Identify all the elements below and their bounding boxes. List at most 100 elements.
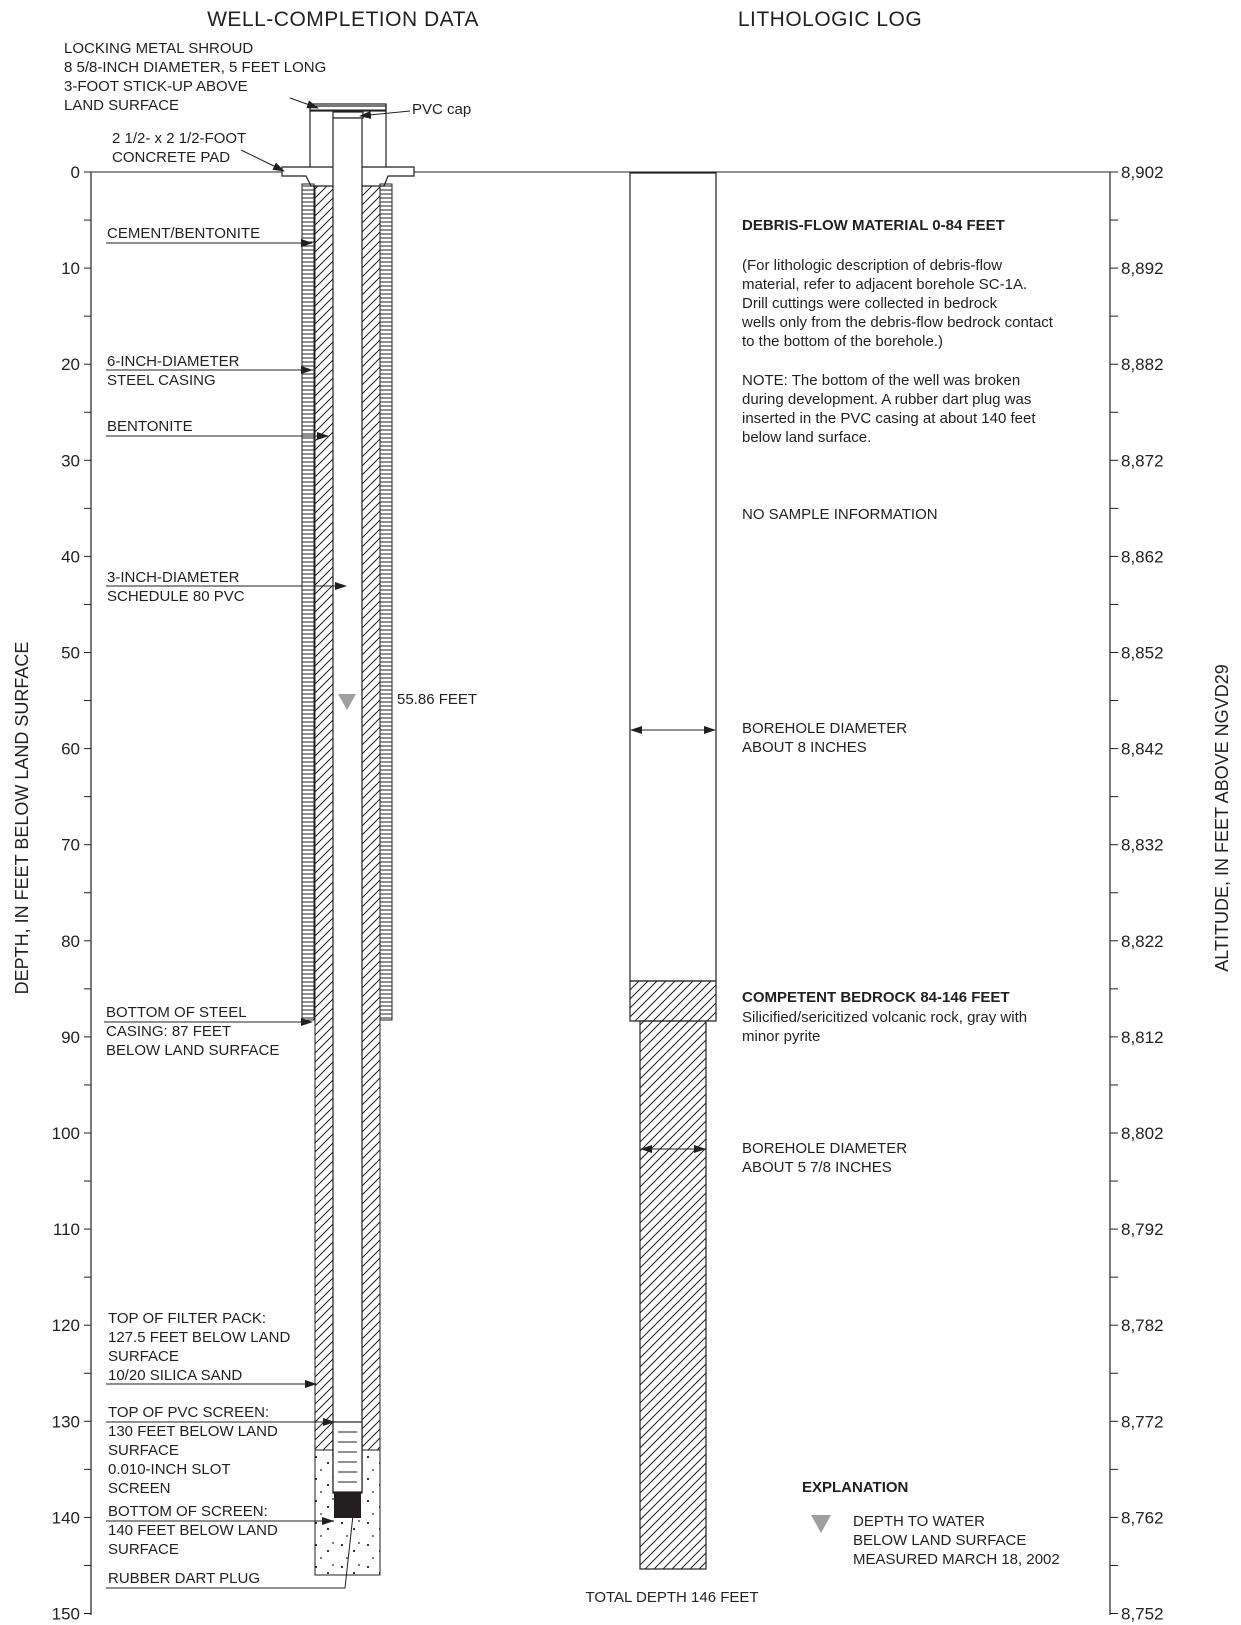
steel-casing-left (301, 183, 315, 1021)
depth-tick-label: 100 (52, 1124, 80, 1143)
shroud-label-2: 8 5/8-INCH DIAMETER, 5 FEET LONG (64, 59, 326, 76)
no-sample-label: NO SAMPLE INFORMATION (742, 506, 938, 523)
depth-tick-label: 120 (52, 1316, 80, 1335)
bedrock-title: COMPETENT BEDROCK 84-146 FEET (742, 989, 1010, 1006)
screen-top-label-2: 130 FEET BELOW LAND (108, 1423, 278, 1440)
altitude-tick-label: 8,902 (1121, 163, 1164, 182)
depth-tick-label: 150 (52, 1605, 80, 1624)
shroud-label-4: LAND SURFACE (64, 97, 179, 114)
shroud-lid (309, 103, 387, 112)
depth-tick-label: 140 (52, 1508, 80, 1527)
screen-top-label-4: 0.010-INCH SLOT (108, 1461, 231, 1478)
altitude-tick-label: 8,842 (1121, 740, 1164, 759)
altitude-tick-label: 8,852 (1121, 644, 1164, 663)
diam578-label-1: BOREHOLE DIAMETER (742, 1140, 907, 1157)
depth-tick-label: 10 (61, 259, 80, 278)
depth-tick-group: 0 10 20 30 40 50 60 70 80 90 100 110 120 130 140 150 (52, 163, 91, 1624)
pvc-cap-label: PVC cap (412, 101, 471, 118)
lithologic-log-heading: LITHOLOGIC LOG (738, 8, 922, 31)
cement-label: CEMENT/BENTONITE (107, 225, 260, 242)
pvc-label-2: SCHEDULE 80 PVC (107, 588, 245, 605)
depth-tick-label: 50 (61, 644, 80, 663)
pad-label-1: 2 1/2- x 2 1/2-FOOT (112, 130, 246, 147)
altitude-tick-label: 8,882 (1121, 355, 1164, 374)
depth-tick-label: 0 (71, 163, 80, 182)
pvc-casing (332, 117, 363, 1451)
dart-plug-label: RUBBER DART PLUG (108, 1570, 260, 1587)
water-level-label: 55.86 FEET (397, 691, 477, 708)
depth-tick-label: 60 (61, 740, 80, 759)
depth-tick-label: 130 (52, 1412, 80, 1431)
note-line-3: inserted in the PVC casing at about 140 … (742, 410, 1036, 427)
bedrock-lower-column (639, 1020, 707, 1570)
altitude-tick-label: 8,822 (1121, 932, 1164, 951)
explanation-title: EXPLANATION (802, 1479, 908, 1496)
well-construction (281, 103, 415, 1576)
dart-plug-leader (106, 1505, 357, 1589)
screen-bottom-label-2: 140 FEET BELOW LAND (108, 1522, 278, 1539)
screen-top-label-3: SURFACE (108, 1442, 179, 1459)
screen-bottom-label-1: BOTTOM OF SCREEN: (108, 1503, 268, 1520)
altitude-tick-label: 8,892 (1121, 259, 1164, 278)
diam8-label-2: ABOUT 8 INCHES (742, 739, 867, 756)
debris-note-5: to the bottom of the borehole.) (742, 333, 943, 350)
casing-bottom-label-3: BELOW LAND SURFACE (106, 1042, 279, 1059)
altitude-tick-label: 8,872 (1121, 451, 1164, 470)
altitude-tick-label: 8,762 (1121, 1508, 1164, 1527)
screen-top-label-5: SCREEN (108, 1480, 171, 1497)
depth-tick-label: 110 (53, 1220, 80, 1239)
altitude-tick-label: 8,862 (1121, 547, 1164, 566)
filter-pack-label-3: SURFACE (108, 1348, 179, 1365)
legend-water-line-1: DEPTH TO WATER (853, 1513, 985, 1530)
debris-note-2: material, refer to adjacent borehole SC-… (742, 276, 1027, 293)
note-line-4: below land surface. (742, 429, 871, 446)
filter-pack-label-2: 127.5 FEET BELOW LAND (108, 1329, 290, 1346)
screen-top-label-1: TOP OF PVC SCREEN: (108, 1404, 269, 1421)
legend-water-triangle-icon (811, 1515, 831, 1533)
altitude-tick-label: 8,752 (1121, 1605, 1164, 1624)
filter-pack-label-1: TOP OF FILTER PACK: (108, 1310, 266, 1327)
legend-water-line-2: BELOW LAND SURFACE (853, 1532, 1026, 1549)
filter-pack-label-4: 10/20 SILICA SAND (108, 1367, 242, 1384)
debris-note-4: wells only from the debris-flow bedrock … (741, 314, 1054, 331)
bentonite-annulus-left (314, 185, 334, 1451)
steel-casing-right (379, 183, 393, 1021)
rubber-dart-plug (334, 1492, 361, 1518)
altitude-tick-label: 8,812 (1121, 1028, 1164, 1047)
legend-water-line-3: MEASURED MARCH 18, 2002 (853, 1551, 1060, 1568)
bentonite-annulus-right (361, 185, 381, 1451)
shroud-leader (289, 97, 319, 109)
altitude-tick-label: 8,832 (1121, 836, 1164, 855)
pvc-label-1: 3-INCH-DIAMETER (107, 569, 240, 586)
depth-tick-label: 40 (61, 547, 80, 566)
depth-tick-label: 20 (61, 355, 80, 374)
pvc-screen (332, 1421, 363, 1493)
water-level-triangle-icon (338, 694, 356, 710)
depth-tick-label: 70 (61, 836, 80, 855)
depth-tick-label: 30 (61, 451, 80, 470)
diam578-label-2: ABOUT 5 7/8 INCHES (742, 1159, 892, 1176)
pvc-cap-leader (359, 110, 411, 119)
altitude-tick-label: 8,792 (1121, 1220, 1164, 1239)
altitude-tick-label: 8,782 (1121, 1316, 1164, 1335)
lithologic-column (629, 172, 717, 1570)
pad-label-2: CONCRETE PAD (112, 149, 230, 166)
debris-note-1: (For lithologic description of debris-fl… (742, 257, 1002, 274)
shroud-label-3: 3-FOOT STICK-UP ABOVE (64, 78, 248, 95)
altitude-tick-label: 8,772 (1121, 1412, 1164, 1431)
debris-note-3: Drill cuttings were collected in bedrock (742, 295, 998, 312)
debris-flow-column (629, 172, 717, 982)
casing-bottom-label-2: CASING: 87 FEET (106, 1023, 231, 1040)
depth-tick-label: 80 (61, 932, 80, 951)
altitude-tick-label: 8,802 (1121, 1124, 1164, 1143)
bedrock-desc-1: Silicified/sericitized volcanic rock, gr… (742, 1009, 1027, 1026)
well-completion-heading: WELL-COMPLETION DATA (207, 8, 479, 31)
depth-axis-title: DEPTH, IN FEET BELOW LAND SURFACE (12, 642, 32, 995)
steel-casing-label-1: 6-INCH-DIAMETER (107, 353, 240, 370)
altitude-tick-group: 8,902 8,892 8,882 8,872 8,862 8,852 8,842 8,832… (1110, 163, 1164, 1624)
casing-bottom-label-1: BOTTOM OF STEEL (106, 1004, 247, 1021)
altitude-axis-title: ALTITUDE, IN FEET ABOVE NGVD29 (1212, 664, 1232, 971)
debris-flow-title: DEBRIS-FLOW MATERIAL 0-84 FEET (742, 217, 1005, 234)
depth-tick-label: 90 (61, 1028, 80, 1047)
total-depth-label: TOTAL DEPTH 146 FEET (585, 1589, 758, 1606)
